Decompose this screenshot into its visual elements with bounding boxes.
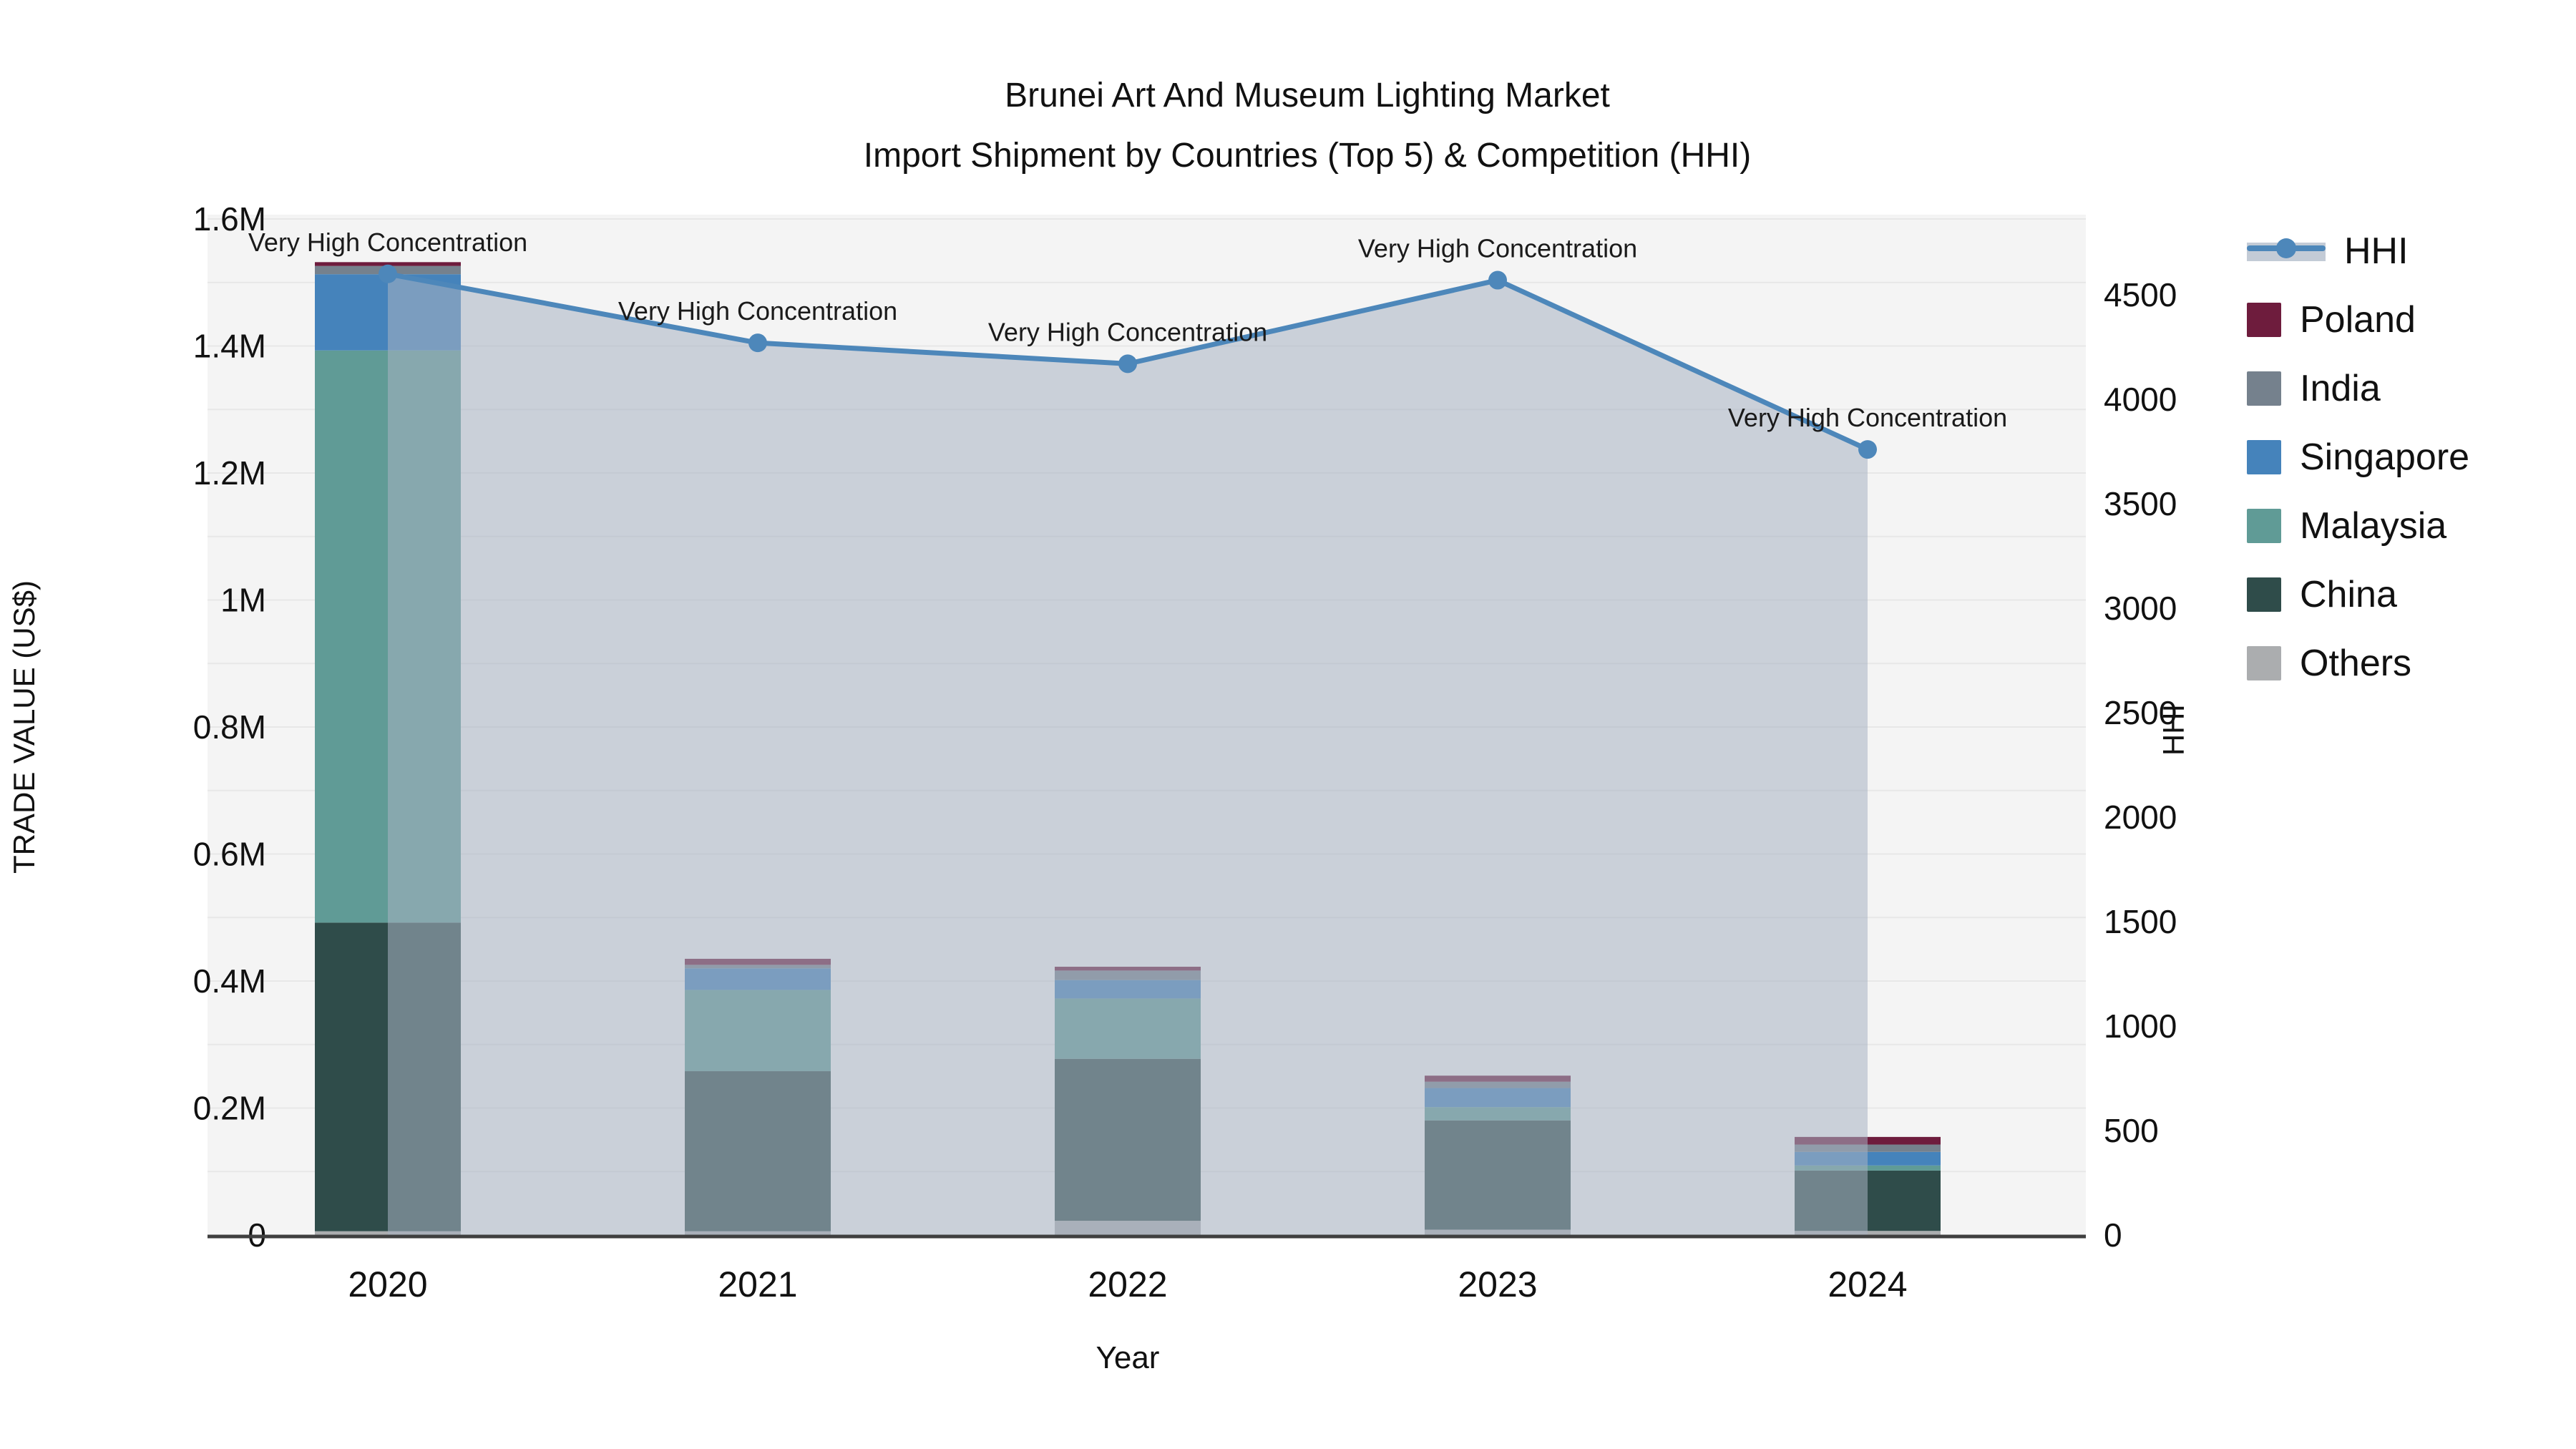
hhi-point-2022[interactable] <box>1118 354 1137 374</box>
legend-item-malaysia[interactable]: Malaysia <box>2247 502 2469 550</box>
hhi-point-2024[interactable] <box>1858 440 1877 459</box>
y-right-tick-label: 500 <box>2104 1112 2159 1149</box>
hhi-area-fill <box>388 273 1868 1235</box>
legend-item-poland[interactable]: Poland <box>2247 296 2469 343</box>
legend-color-swatch <box>2247 371 2281 406</box>
chart-title-line2: Import Shipment by Countries (Top 5) & C… <box>864 137 1751 175</box>
x-tick-label-2023: 2023 <box>1458 1264 1537 1304</box>
legend-label: India <box>2300 368 2381 409</box>
bar-segment-poland-2020[interactable] <box>315 262 461 266</box>
annotation-2024: Very High Concentration <box>1728 403 2007 432</box>
annotation-2022: Very High Concentration <box>988 317 1267 346</box>
legend-hhi-line-icon <box>2247 237 2326 265</box>
legend-color-swatch <box>2247 646 2281 680</box>
hhi-point-2020[interactable] <box>379 264 397 283</box>
legend-item-hhi[interactable]: HHI <box>2247 228 2469 275</box>
legend-item-singapore[interactable]: Singapore <box>2247 434 2469 481</box>
y-right-tick-label: 3000 <box>2104 590 2177 627</box>
y-left-tick-label: 1M <box>220 582 266 619</box>
legend-item-china[interactable]: China <box>2247 571 2469 618</box>
y-left-tick-label: 1.2M <box>193 454 266 492</box>
legend-label: Others <box>2300 643 2412 684</box>
y-left-tick-label: 0.8M <box>193 708 266 746</box>
y-right-axis-title: HHI <box>2157 704 2190 756</box>
legend-item-others[interactable]: Others <box>2247 640 2469 687</box>
legend-color-swatch <box>2247 440 2281 474</box>
x-axis-title: Year <box>1096 1340 1160 1375</box>
y-left-tick-label: 1.6M <box>193 200 266 238</box>
y-right-tick-label: 2000 <box>2104 799 2177 836</box>
legend-label: China <box>2300 574 2397 615</box>
y-right-tick-label: 3500 <box>2104 485 2177 522</box>
y-right-tick-label: 4000 <box>2104 381 2177 418</box>
y-left-tick-label: 0.6M <box>193 836 266 873</box>
annotation-2021: Very High Concentration <box>618 296 897 326</box>
y-left-tick-label: 0.2M <box>193 1090 266 1127</box>
y-right-tick-label: 1000 <box>2104 1008 2177 1045</box>
y-left-axis-title: TRADE VALUE (US$) <box>7 580 41 874</box>
hhi-point-2023[interactable] <box>1488 270 1507 290</box>
y-right-tick-label: 4500 <box>2104 276 2177 313</box>
y-right-tick-label: 1500 <box>2104 903 2177 940</box>
chart-title-line1: Brunei Art And Museum Lighting Market <box>1005 77 1610 114</box>
chart-legend: HHI Poland India Singapore Malaysia China Othe… <box>2247 228 2469 687</box>
x-tick-label-2024: 2024 <box>1828 1264 1907 1304</box>
legend-color-swatch <box>2247 509 2281 543</box>
legend-label: Poland <box>2300 299 2416 341</box>
x-tick-label-2020: 2020 <box>348 1264 427 1304</box>
hhi-point-2021[interactable] <box>748 333 767 353</box>
y-left-tick-label: 1.4M <box>193 328 266 365</box>
y-right-tick-label: 0 <box>2104 1216 2122 1254</box>
legend-item-india[interactable]: India <box>2247 365 2469 412</box>
y-right-tick-label: 2500 <box>2104 694 2177 731</box>
annotation-2020: Very High Concentration <box>248 228 527 257</box>
y-left-tick-label: 0.4M <box>193 962 266 1000</box>
x-tick-label-2021: 2021 <box>718 1264 797 1304</box>
legend-label: HHI <box>2344 230 2409 272</box>
x-tick-label-2022: 2022 <box>1088 1264 1167 1304</box>
legend-label: Singapore <box>2300 436 2470 478</box>
legend-label: Malaysia <box>2300 505 2447 547</box>
annotation-2023: Very High Concentration <box>1358 234 1637 263</box>
legend-color-swatch <box>2247 577 2281 612</box>
legend-color-swatch <box>2247 303 2281 337</box>
